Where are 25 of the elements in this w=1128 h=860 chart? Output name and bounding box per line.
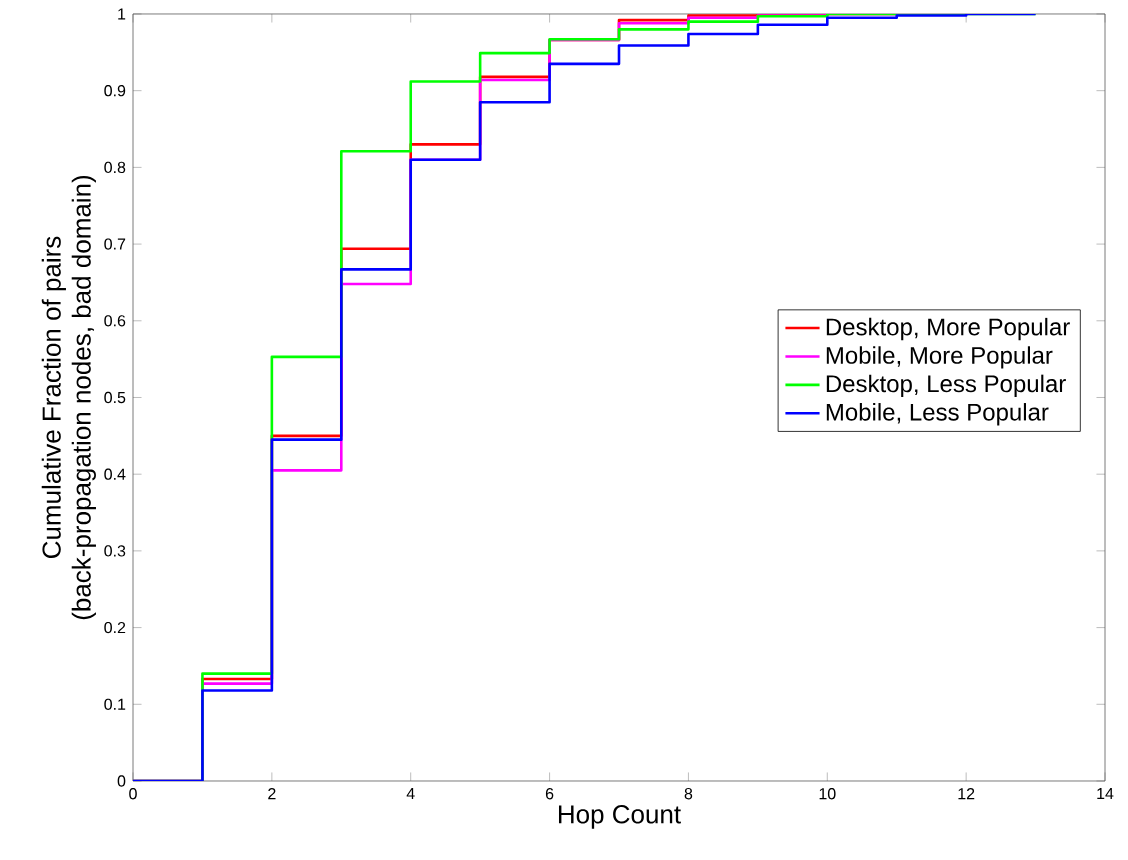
x-tick-label: 0 xyxy=(129,788,137,800)
legend-label: Mobile, Less Popular xyxy=(826,403,1049,426)
y-tick-label: 0.1 xyxy=(104,698,126,710)
x-tick-label: 4 xyxy=(406,788,415,800)
y-tick-label: 0.7 xyxy=(104,238,126,250)
y-axis-title: Cumulative Fraction of pairs (back-propagation nodes, bad domain) xyxy=(41,175,96,620)
y-tick-label: 0.6 xyxy=(104,315,126,327)
y-tick-label: 0.9 xyxy=(104,85,126,97)
x-tick-label: 2 xyxy=(268,788,276,800)
x-tick-label: 12 xyxy=(958,788,975,800)
y-tick-label: 0 xyxy=(117,775,126,787)
y-tick-label: 0.8 xyxy=(104,161,126,174)
legend-label: Mobile, More Popular xyxy=(826,346,1053,369)
y-tick-label: 0.3 xyxy=(104,545,126,557)
y-tick-label: 0.4 xyxy=(104,468,126,480)
y-tick-label: 1 xyxy=(118,8,126,20)
legend-label: Desktop, Less Popular xyxy=(826,374,1066,398)
y-tick-label: 0.5 xyxy=(104,391,126,404)
legend-label: Desktop, More Popular xyxy=(826,317,1070,341)
x-tick-label: 6 xyxy=(545,788,554,800)
x-tick-label: 10 xyxy=(819,788,836,800)
x-tick-label: 8 xyxy=(684,788,693,800)
x-axis-title: Hop Count xyxy=(558,805,681,829)
y-tick-label: 0.2 xyxy=(104,621,126,634)
x-tick-label: 14 xyxy=(1097,788,1114,800)
